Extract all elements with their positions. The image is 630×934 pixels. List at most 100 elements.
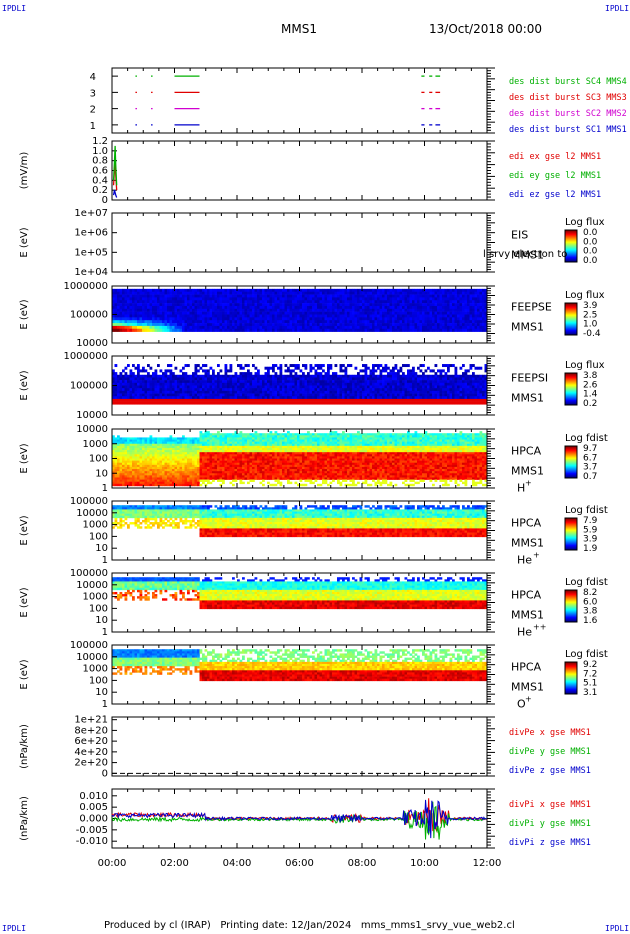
feepse-panel-pixel [284, 323, 288, 327]
hpca-h-panel-pixel [137, 443, 140, 447]
feepsi-panel-pixel [247, 380, 250, 384]
feepse-panel-pixel [432, 311, 435, 315]
feepse-panel-pixel [319, 303, 323, 307]
feepsi-panel-pixel [359, 374, 363, 378]
feepsi-panel-pixel [219, 390, 223, 394]
feepsi-panel-pixel [244, 372, 248, 376]
eis-panel-ytick-label: 1e+04 [74, 267, 108, 278]
feepsi-panel-pixel [249, 382, 253, 386]
feepse-panel-pixel [197, 317, 200, 321]
feepsi-panel-pixel [254, 366, 258, 370]
feepsi-panel-pixel [167, 396, 170, 400]
feepse-panel-pixel [232, 328, 235, 332]
feepse-panel-pixel [452, 320, 455, 324]
feepsi-panel-pixel [422, 377, 425, 381]
feepsi-panel-pixel [464, 377, 468, 381]
feepse-panel-pixel [229, 311, 233, 315]
feepsi-panel-pixel [467, 374, 470, 378]
feepse-panel-pixel [152, 303, 155, 307]
feepse-panel-pixel [389, 291, 393, 295]
feepse-panel-pixel [232, 297, 235, 301]
feepse-panel-pixel [147, 314, 150, 318]
feepsi-panel-pixel [427, 396, 430, 400]
feepse-panel-pixel [269, 320, 273, 324]
feepse-panel-pixel [177, 323, 180, 327]
feepsi-panel-pixel [269, 377, 273, 381]
feepse-panel-pixel [447, 314, 450, 318]
feepse-panel-pixel [129, 325, 133, 330]
feepsi-panel-pixel [127, 382, 130, 386]
feepsi-panel-pixel [259, 385, 263, 389]
feepse-panel-pixel [427, 325, 430, 330]
feepse-panel-pixel [364, 300, 368, 304]
feepsi-panel-pixel [424, 380, 428, 384]
feepse-panel-pixel [217, 311, 220, 315]
feepse-panel-pixel [352, 328, 355, 332]
feepsi-panel-pixel [424, 390, 428, 394]
feepse-panel-pixel [149, 323, 153, 327]
hpca-h-panel-pixel [124, 462, 128, 466]
feepsi-panel-pixel [289, 364, 293, 368]
feepse-panel-pixel [314, 311, 318, 315]
feepsi-panel-pixel [254, 374, 258, 378]
feepse-panel-pixel [182, 297, 185, 301]
feepse-panel-colorbar-frame [564, 302, 578, 336]
feepse-panel-pixel [347, 288, 350, 292]
feepse-panel-pixel [372, 317, 375, 321]
feepsi-panel-pixel [144, 382, 148, 386]
feepsi-panel-pixel [419, 374, 423, 378]
feepsi-panel-pixel [202, 385, 205, 389]
feepse-panel-pixel [324, 300, 328, 304]
feepsi-panel-pixel [299, 385, 303, 389]
feepsi-panel-pixel [469, 366, 473, 370]
feepsi-panel-colorbar-cell [565, 397, 577, 399]
feepsi-panel-pixel [369, 388, 373, 392]
feepse-panel-pixel [219, 320, 223, 324]
feepsi-panel-pixel [454, 385, 458, 389]
feepse-panel-pixel [332, 288, 335, 292]
feepsi-panel-pixel [372, 377, 375, 381]
feepse-panel-pixel [142, 300, 145, 304]
feepsi-panel-pixel [322, 380, 325, 384]
feepsi-panel-pixel [359, 385, 363, 389]
feepsi-panel-pixel [177, 393, 180, 397]
feepse-panel-pixel [362, 288, 365, 292]
feepse-panel-pixel [209, 317, 213, 321]
feepsi-panel-pixel [364, 385, 368, 389]
feepsi-panel-colorbar-cell [565, 374, 577, 376]
feepsi-panel-pixel [117, 398, 120, 402]
feepsi-panel-ytick-label: 1000000 [63, 351, 108, 362]
feepse-panel-pixel [312, 328, 315, 332]
feepsi-panel-pixel [352, 374, 355, 378]
feepse-panel-pixel [199, 311, 203, 315]
feepse-panel-pixel [382, 317, 385, 321]
feepse-panel-pixel [217, 317, 220, 321]
feepse-panel-pixel [374, 291, 378, 295]
feepsi-panel-pixel [192, 372, 195, 376]
feepsi-panel-pixel [154, 372, 158, 376]
feepse-panel-pixel [144, 311, 148, 315]
feepse-panel-pixel [279, 303, 283, 307]
feepse-panel-pixel [387, 317, 390, 321]
feepse-panel-pixel [454, 291, 458, 295]
feepsi-panel-pixel [439, 374, 443, 378]
hpca-h-panel-pixel [112, 473, 115, 476]
feepse-panel-pixel [132, 325, 135, 330]
feepse-panel-pixel [232, 300, 235, 304]
feepse-panel-pixel [347, 308, 350, 312]
feepsi-panel-pixel [162, 401, 165, 405]
feepse-panel-pixel [242, 305, 245, 310]
feepsi-panel-pixel [222, 382, 225, 386]
feepse-panel-pixel [322, 320, 325, 324]
feepsi-panel-pixel [192, 382, 195, 386]
feepse-panel-pixel [267, 291, 270, 295]
feepsi-panel-pixel [194, 369, 198, 373]
feepse-panel-pixel [382, 291, 385, 295]
feepse-panel-pixel [219, 317, 223, 321]
feepse-panel-pixel [237, 311, 240, 315]
feepsi-panel-pixel [152, 385, 155, 389]
feepsi-panel-pixel [139, 401, 143, 405]
feepsi-panel-pixel [424, 385, 428, 389]
feepse-panel-pixel [197, 300, 200, 304]
feepsi-panel-pixel [162, 380, 165, 384]
